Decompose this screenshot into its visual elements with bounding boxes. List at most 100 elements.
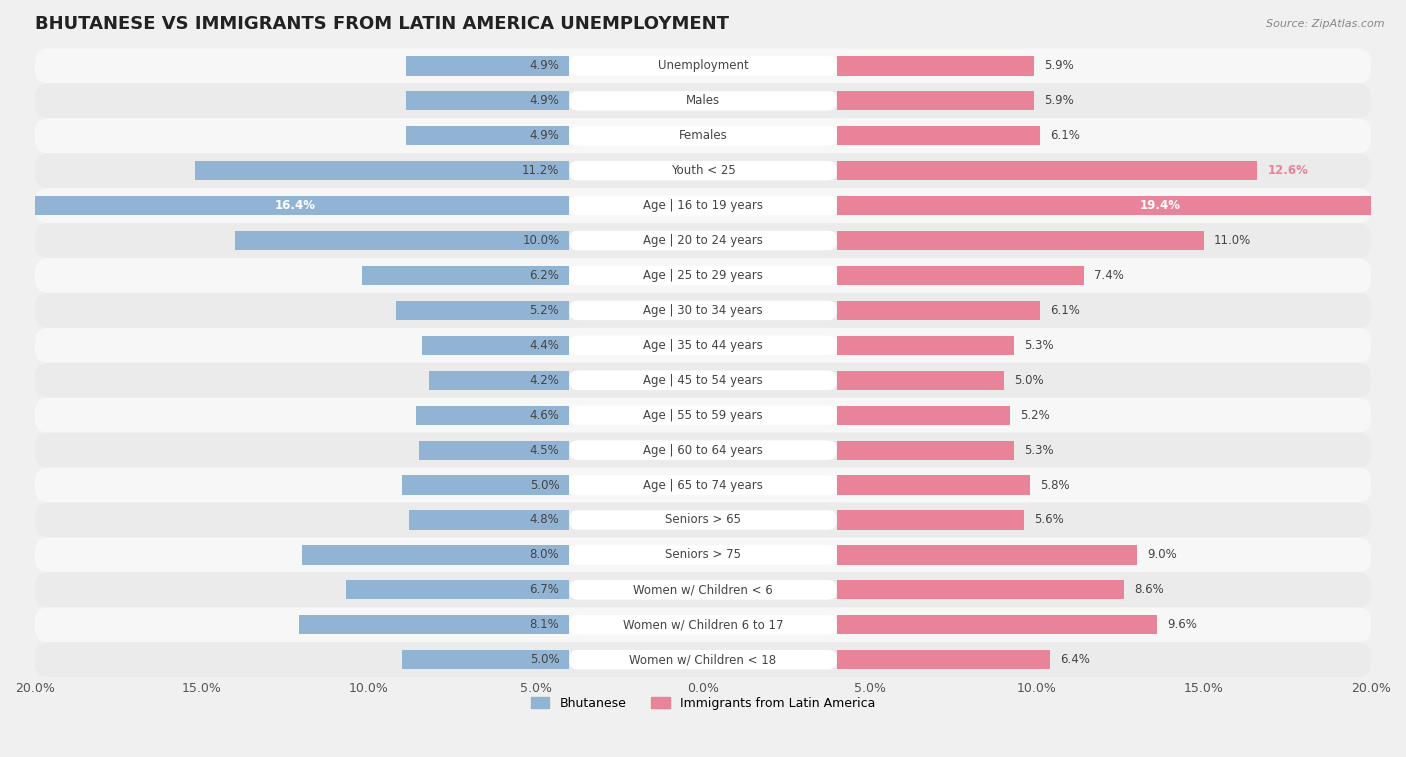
Bar: [837, 406, 1011, 425]
Text: 9.0%: 9.0%: [1147, 548, 1177, 562]
FancyBboxPatch shape: [35, 258, 1371, 293]
Text: 6.4%: 6.4%: [1060, 653, 1090, 666]
Bar: [429, 371, 569, 390]
FancyBboxPatch shape: [35, 468, 1371, 503]
FancyBboxPatch shape: [35, 503, 1371, 537]
Text: Age | 65 to 74 years: Age | 65 to 74 years: [643, 478, 763, 491]
Bar: [837, 580, 1123, 600]
Text: 10.0%: 10.0%: [522, 234, 560, 247]
FancyBboxPatch shape: [35, 572, 1371, 607]
FancyBboxPatch shape: [569, 510, 837, 530]
FancyBboxPatch shape: [35, 188, 1371, 223]
Text: Youth < 25: Youth < 25: [671, 164, 735, 177]
Text: 8.0%: 8.0%: [530, 548, 560, 562]
Bar: [837, 92, 1033, 111]
FancyBboxPatch shape: [35, 363, 1371, 397]
FancyBboxPatch shape: [35, 48, 1371, 83]
FancyBboxPatch shape: [35, 397, 1371, 433]
Text: 4.2%: 4.2%: [530, 374, 560, 387]
Text: Women w/ Children < 6: Women w/ Children < 6: [633, 584, 773, 597]
Bar: [402, 650, 569, 669]
Text: Age | 35 to 44 years: Age | 35 to 44 years: [643, 339, 763, 352]
Text: 19.4%: 19.4%: [1140, 199, 1181, 212]
FancyBboxPatch shape: [569, 580, 837, 600]
Legend: Bhutanese, Immigrants from Latin America: Bhutanese, Immigrants from Latin America: [526, 692, 880, 715]
Text: 5.9%: 5.9%: [1043, 95, 1073, 107]
Text: 16.4%: 16.4%: [276, 199, 316, 212]
FancyBboxPatch shape: [569, 545, 837, 565]
FancyBboxPatch shape: [35, 328, 1371, 363]
Text: Women w/ Children < 18: Women w/ Children < 18: [630, 653, 776, 666]
FancyBboxPatch shape: [569, 196, 837, 216]
Text: Age | 55 to 59 years: Age | 55 to 59 years: [643, 409, 763, 422]
Text: Age | 45 to 54 years: Age | 45 to 54 years: [643, 374, 763, 387]
Text: 5.2%: 5.2%: [530, 304, 560, 317]
FancyBboxPatch shape: [569, 370, 837, 390]
Text: Unemployment: Unemployment: [658, 59, 748, 73]
Bar: [402, 475, 569, 494]
FancyBboxPatch shape: [569, 650, 837, 669]
FancyBboxPatch shape: [569, 161, 837, 180]
Bar: [837, 231, 1204, 250]
Text: 8.1%: 8.1%: [530, 618, 560, 631]
FancyBboxPatch shape: [35, 642, 1371, 678]
FancyBboxPatch shape: [569, 301, 837, 320]
Text: 6.1%: 6.1%: [1050, 129, 1080, 142]
Bar: [395, 301, 569, 320]
Text: 4.6%: 4.6%: [530, 409, 560, 422]
FancyBboxPatch shape: [569, 56, 837, 76]
Text: Age | 60 to 64 years: Age | 60 to 64 years: [643, 444, 763, 456]
FancyBboxPatch shape: [569, 441, 837, 460]
Text: 5.9%: 5.9%: [1043, 59, 1073, 73]
Text: 8.6%: 8.6%: [1133, 584, 1164, 597]
Bar: [837, 126, 1040, 145]
FancyBboxPatch shape: [569, 266, 837, 285]
Text: 12.6%: 12.6%: [1268, 164, 1309, 177]
Text: 5.6%: 5.6%: [1033, 513, 1063, 526]
FancyBboxPatch shape: [35, 223, 1371, 258]
Text: Source: ZipAtlas.com: Source: ZipAtlas.com: [1267, 19, 1385, 29]
FancyBboxPatch shape: [35, 153, 1371, 188]
Text: 5.3%: 5.3%: [1024, 339, 1053, 352]
Bar: [837, 475, 1031, 494]
FancyBboxPatch shape: [35, 537, 1371, 572]
Bar: [422, 336, 569, 355]
Bar: [837, 196, 1406, 215]
FancyBboxPatch shape: [569, 475, 837, 495]
Text: Women w/ Children 6 to 17: Women w/ Children 6 to 17: [623, 618, 783, 631]
Bar: [837, 441, 1014, 459]
FancyBboxPatch shape: [35, 118, 1371, 153]
Text: 4.4%: 4.4%: [530, 339, 560, 352]
Text: 4.9%: 4.9%: [530, 129, 560, 142]
Bar: [837, 336, 1014, 355]
Text: 4.8%: 4.8%: [530, 513, 560, 526]
FancyBboxPatch shape: [569, 406, 837, 425]
Bar: [406, 56, 569, 76]
Bar: [195, 161, 569, 180]
Text: Age | 20 to 24 years: Age | 20 to 24 years: [643, 234, 763, 247]
Bar: [837, 545, 1137, 565]
Bar: [419, 441, 569, 459]
FancyBboxPatch shape: [569, 126, 837, 145]
Text: 6.2%: 6.2%: [530, 269, 560, 282]
Text: 5.0%: 5.0%: [1014, 374, 1043, 387]
Bar: [837, 650, 1050, 669]
Text: Seniors > 65: Seniors > 65: [665, 513, 741, 526]
Bar: [299, 615, 569, 634]
Text: 5.0%: 5.0%: [530, 653, 560, 666]
Text: Males: Males: [686, 95, 720, 107]
Text: Age | 30 to 34 years: Age | 30 to 34 years: [643, 304, 763, 317]
Text: Seniors > 75: Seniors > 75: [665, 548, 741, 562]
FancyBboxPatch shape: [569, 231, 837, 251]
Bar: [235, 231, 569, 250]
Text: 4.5%: 4.5%: [530, 444, 560, 456]
Text: 6.7%: 6.7%: [530, 584, 560, 597]
Text: 5.3%: 5.3%: [1024, 444, 1053, 456]
Text: Age | 25 to 29 years: Age | 25 to 29 years: [643, 269, 763, 282]
Text: Age | 16 to 19 years: Age | 16 to 19 years: [643, 199, 763, 212]
Text: 9.6%: 9.6%: [1167, 618, 1197, 631]
Bar: [409, 510, 569, 530]
Text: BHUTANESE VS IMMIGRANTS FROM LATIN AMERICA UNEMPLOYMENT: BHUTANESE VS IMMIGRANTS FROM LATIN AMERI…: [35, 15, 728, 33]
Text: 11.2%: 11.2%: [522, 164, 560, 177]
Text: 5.2%: 5.2%: [1021, 409, 1050, 422]
